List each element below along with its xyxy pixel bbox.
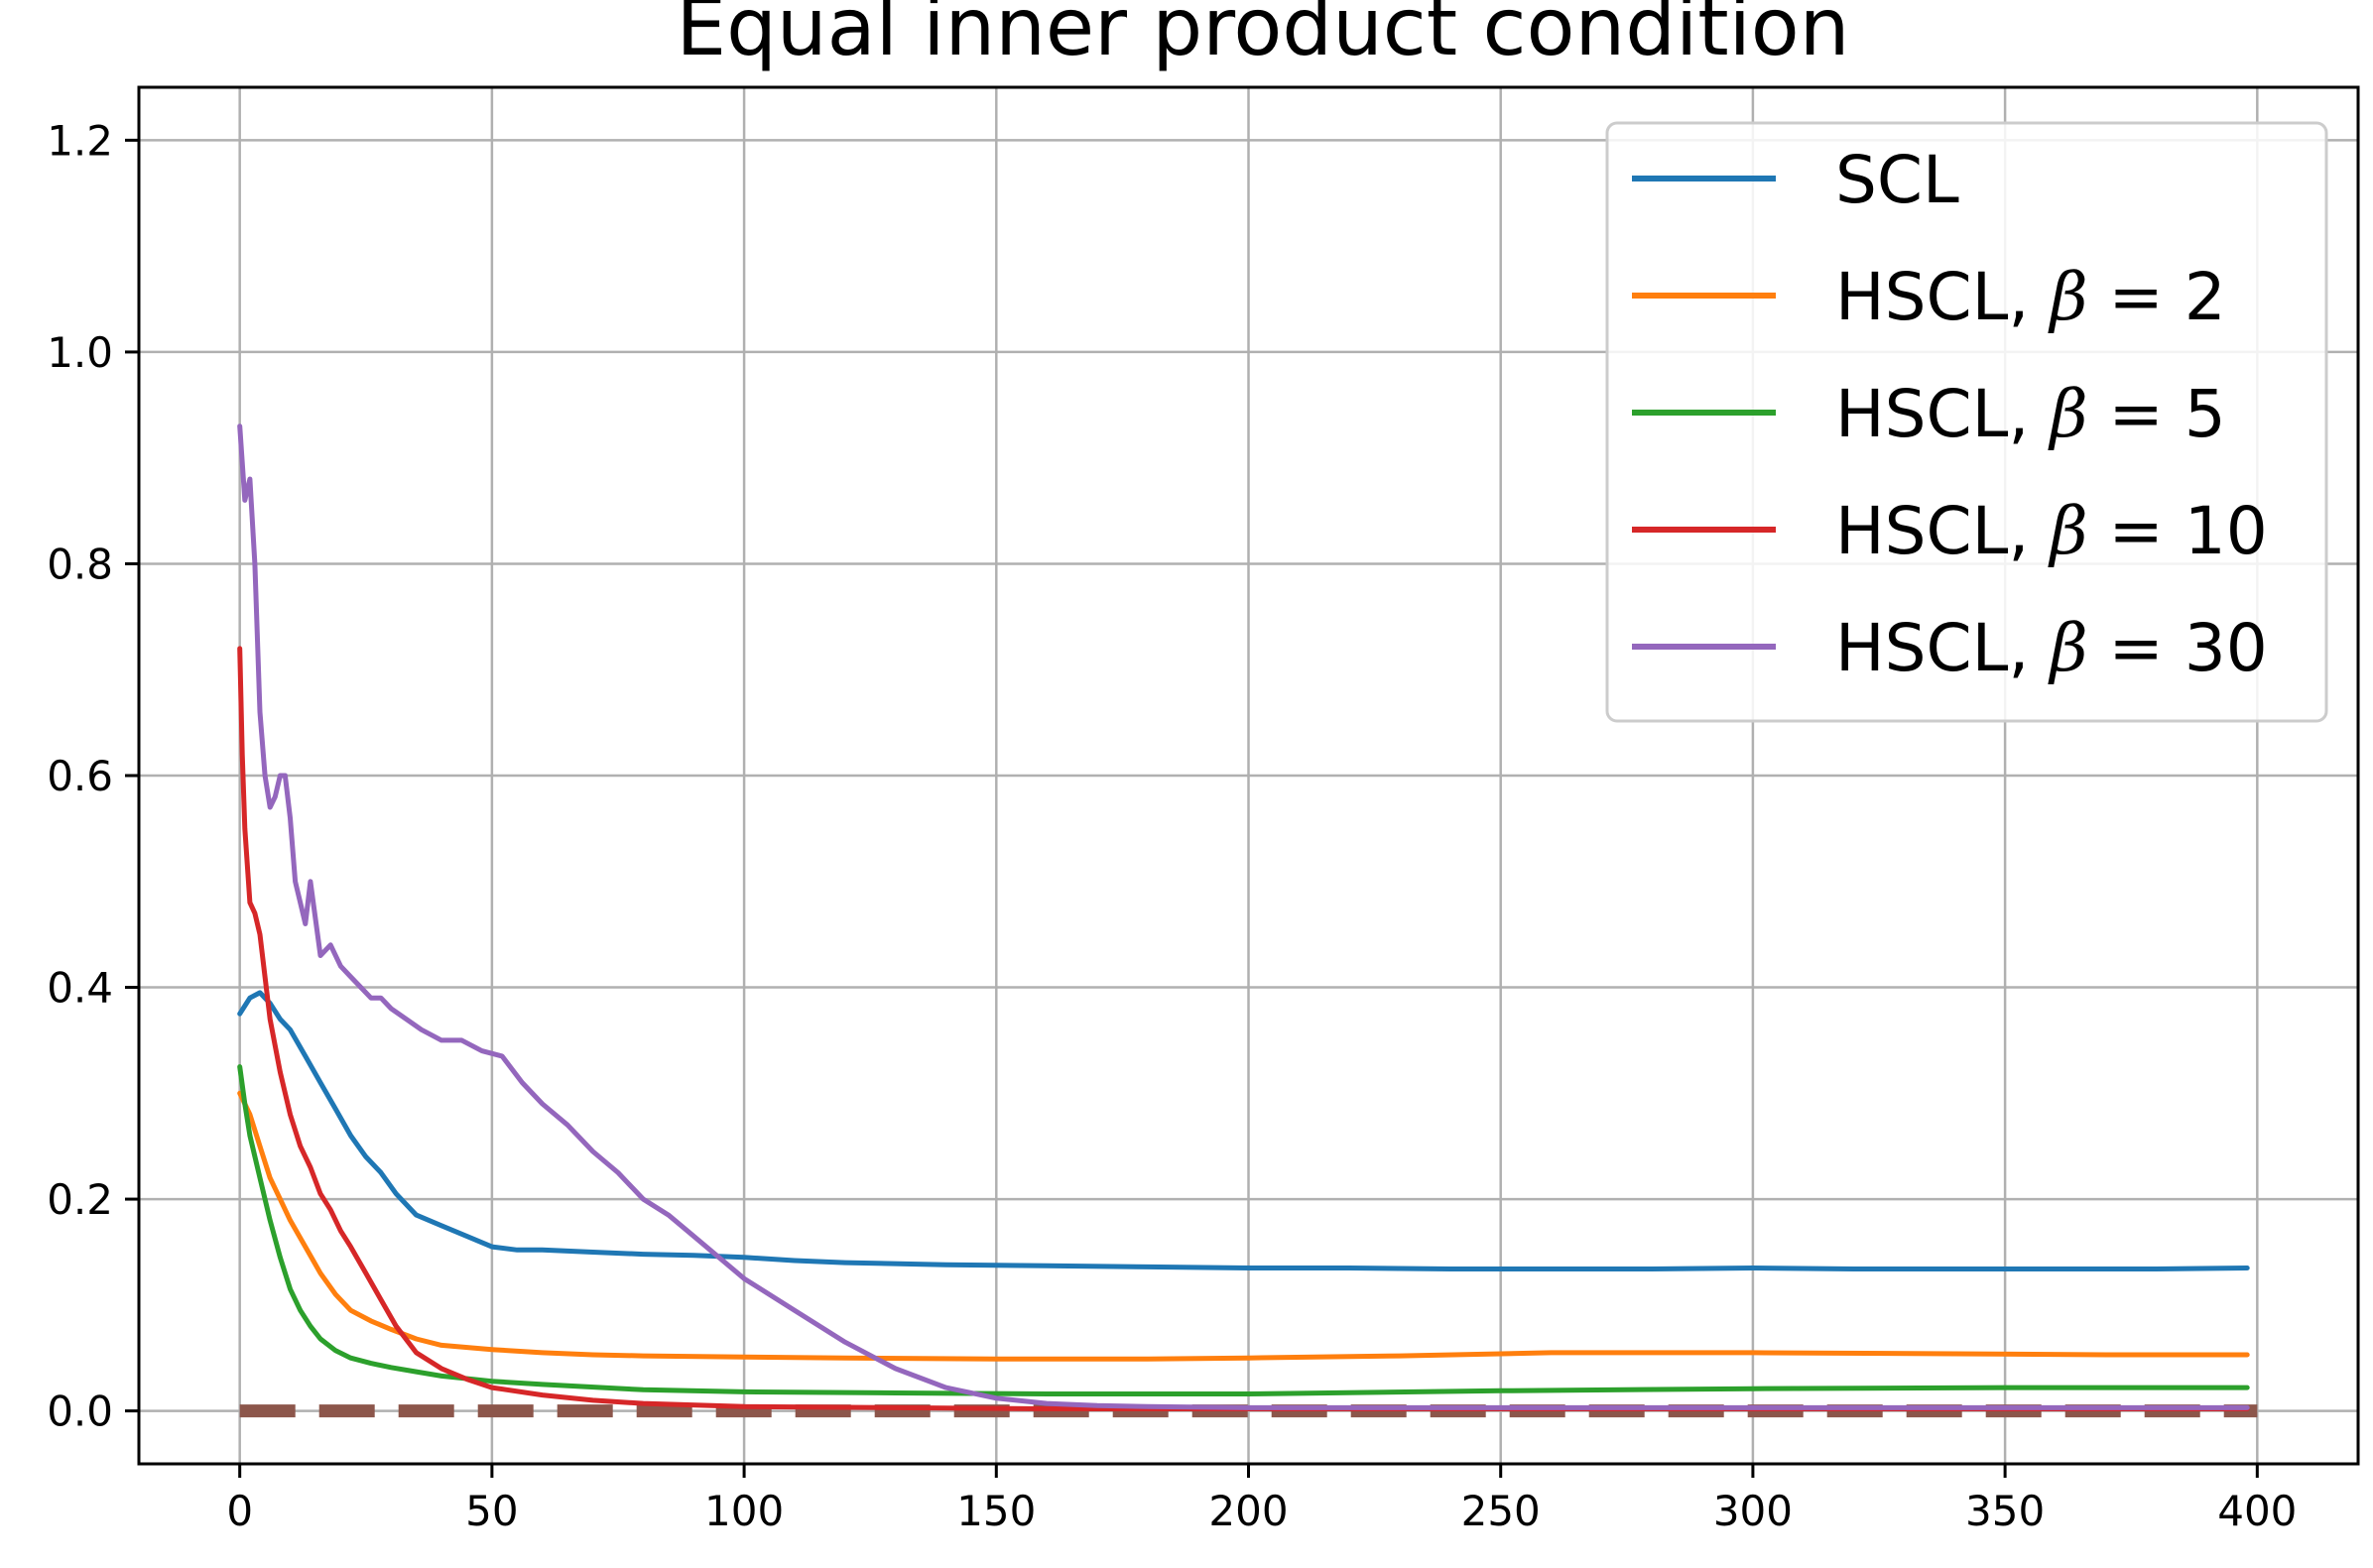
legend-label: HSCL, β = 2	[1835, 259, 2226, 335]
y-tick-label: 0.6	[47, 752, 113, 800]
x-tick-label: 50	[465, 1487, 518, 1535]
x-tick-label: 100	[704, 1487, 784, 1535]
y-axis: 0.0 0.2 0.4 0.6 0.8 1.0 1.2	[47, 116, 139, 1436]
legend: SCL HSCL, β = 2 HSCL, β = 5 HSCL, β = 10 HSC…	[1605, 121, 2328, 723]
x-tick-label: 250	[1461, 1487, 1541, 1535]
x-tick-label: 350	[1965, 1487, 2045, 1535]
series-line	[237, 1064, 2250, 1396]
x-tick-label: 200	[1208, 1487, 1288, 1535]
y-tick-label: 1.2	[47, 116, 113, 165]
legend-box	[1605, 121, 2328, 723]
x-axis: 0 50 100 150 200 250 300 350 400	[226, 1464, 2297, 1535]
legend-label: SCL	[1835, 142, 1959, 218]
legend-label: HSCL, β = 5	[1835, 376, 2226, 452]
x-tick-label: 400	[2217, 1487, 2297, 1535]
y-tick-label: 0.0	[47, 1387, 113, 1436]
legend-label: HSCL, β = 30	[1835, 610, 2268, 686]
series-line	[237, 990, 2250, 1271]
x-tick-label: 300	[1713, 1487, 1793, 1535]
series-line	[237, 1090, 2250, 1362]
chart-title: Equal inner product condition	[677, 0, 1850, 73]
series-line	[237, 646, 2250, 1411]
series-layer	[237, 423, 2258, 1418]
y-tick-label: 0.8	[47, 540, 113, 588]
series-line	[237, 423, 2250, 1410]
y-tick-label: 0.2	[47, 1175, 113, 1224]
y-tick-label: 0.4	[47, 964, 113, 1013]
legend-label: HSCL, β = 10	[1835, 493, 2268, 569]
x-tick-label: 0	[226, 1487, 253, 1535]
x-tick-label: 150	[956, 1487, 1036, 1535]
y-tick-label: 1.0	[47, 328, 113, 377]
